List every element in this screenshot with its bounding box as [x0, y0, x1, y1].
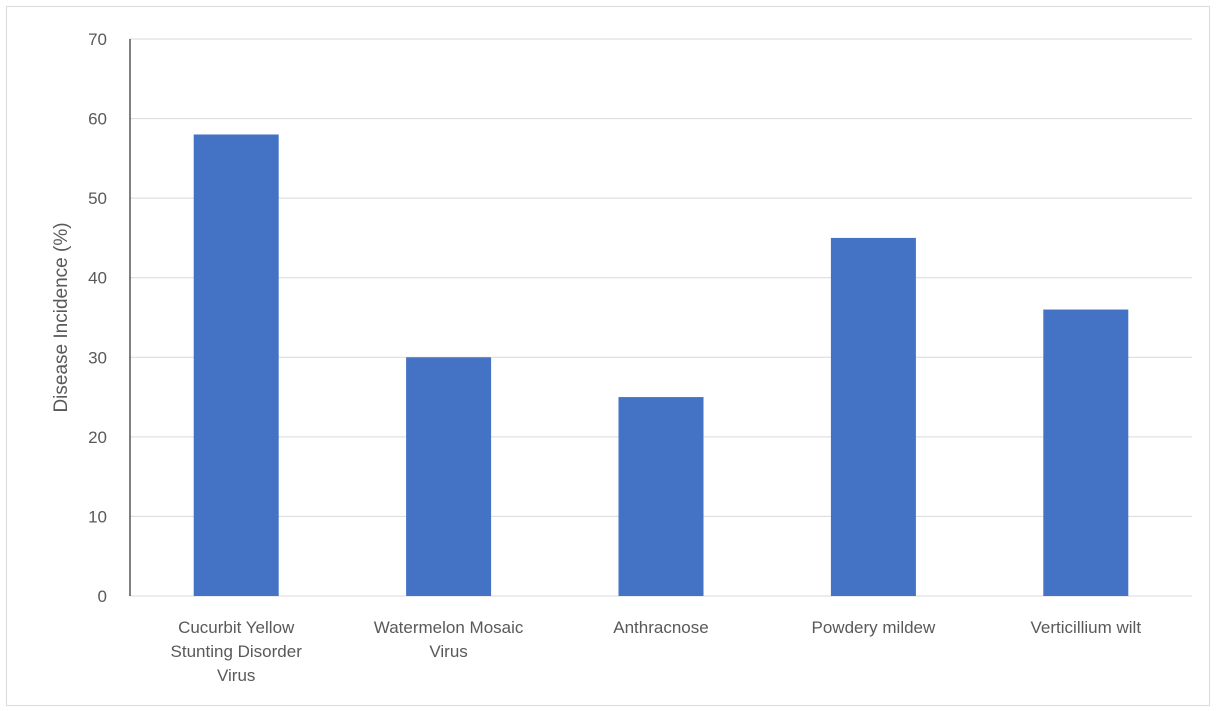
- x-tick-label: Cucurbit Yellow Stunting Disorder Virus: [171, 618, 303, 685]
- bar: [406, 357, 492, 596]
- y-tick-label: 20: [88, 428, 107, 447]
- x-tick-label: Powdery mildew: [812, 618, 936, 637]
- x-tick-label: Watermelon Mosaic Virus: [374, 618, 524, 661]
- bar: [830, 237, 916, 596]
- y-tick-label: 30: [88, 348, 107, 367]
- bar: [1043, 309, 1129, 596]
- x-tick-labels: Cucurbit Yellow Stunting Disorder Virus Wat…: [171, 618, 1142, 685]
- y-tick-label: 10: [88, 507, 107, 526]
- y-tick-label: 0: [98, 587, 107, 606]
- y-tick-label: 50: [88, 189, 107, 208]
- y-tick-labels: 0 10 20 30 40 50 60 70: [88, 30, 107, 606]
- bar: [618, 397, 704, 596]
- gridlines: [130, 38, 1192, 597]
- y-axis-title: Disease Incidence (%): [51, 222, 72, 412]
- y-tick-label: 40: [88, 269, 107, 288]
- x-tick-label: Verticillium wilt: [1031, 618, 1142, 637]
- y-tick-label: 70: [88, 30, 107, 49]
- bar: [193, 134, 279, 596]
- bars: [193, 134, 1129, 596]
- x-tick-label: Anthracnose: [613, 618, 708, 637]
- y-tick-label: 60: [88, 110, 107, 129]
